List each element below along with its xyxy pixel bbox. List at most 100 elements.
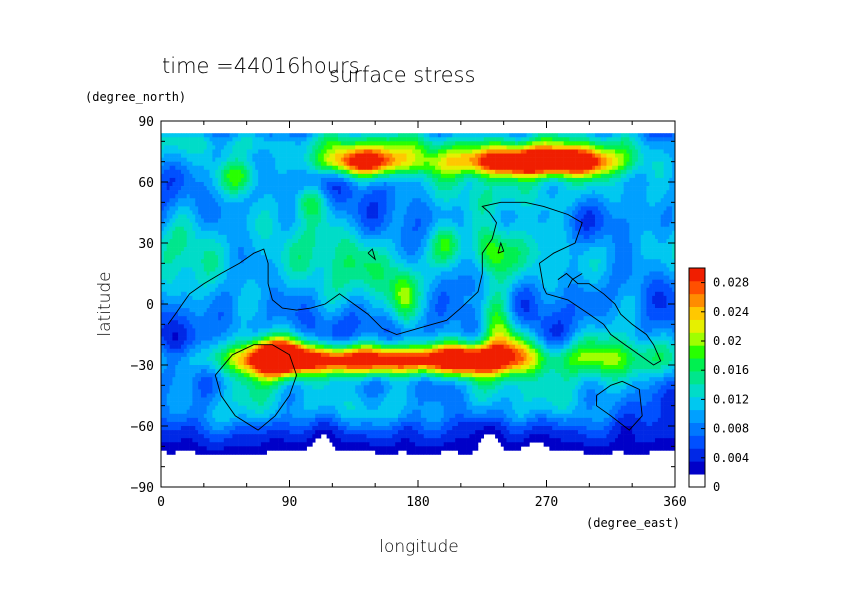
field-cell: [363, 230, 367, 236]
field-cell: [380, 186, 385, 191]
field-cell: [272, 234, 276, 240]
field-cell: [420, 182, 425, 187]
field-cell: [306, 161, 310, 167]
field-cell: [358, 186, 362, 191]
field-cell: [372, 202, 376, 207]
field-cell: [535, 186, 539, 191]
field-cell: [258, 194, 262, 199]
field-cell: [161, 234, 165, 240]
field-cell: [569, 133, 573, 138]
field-cell: [418, 133, 422, 138]
field-cell: [589, 182, 593, 187]
field-cell: [457, 133, 462, 138]
field-cell: [186, 173, 190, 179]
field-cell: [472, 218, 476, 223]
field-cell: [378, 149, 382, 154]
field-cell: [515, 145, 519, 150]
field-cell: [395, 169, 399, 175]
field-cell: [586, 133, 590, 138]
field-cell: [523, 153, 527, 158]
field-cell: [238, 238, 242, 244]
field-cell: [557, 169, 562, 175]
field-cell: [192, 198, 196, 203]
field-cell: [589, 165, 593, 171]
field-cell: [300, 186, 305, 191]
field-cell: [169, 165, 173, 171]
field-cell: [258, 161, 262, 167]
field-cell: [446, 198, 450, 203]
field-cell: [612, 165, 616, 171]
field-cell: [269, 169, 273, 175]
field-cell: [215, 165, 219, 171]
field-cell: [386, 149, 390, 154]
field-cell: [443, 222, 447, 228]
field-cell: [475, 153, 479, 158]
field-cell: [326, 194, 330, 199]
field-cell: [255, 222, 259, 228]
field-cell: [358, 214, 362, 219]
field-cell: [437, 238, 442, 244]
field-cell: [255, 238, 259, 244]
field-cell: [352, 157, 356, 162]
field-cell: [169, 182, 173, 187]
field-cell: [203, 145, 207, 150]
field-cell: [420, 177, 425, 183]
field-cell: [475, 169, 479, 175]
field-cell: [457, 194, 462, 199]
field-cell: [366, 153, 370, 158]
field-cell: [432, 234, 436, 240]
field-cell: [372, 186, 376, 191]
field-cell: [275, 226, 279, 232]
field-cell: [569, 169, 573, 175]
field-cell: [669, 226, 673, 232]
field-cell: [289, 161, 293, 167]
field-cell: [543, 141, 547, 146]
field-cell: [483, 202, 487, 207]
field-cell: [663, 173, 667, 179]
field-cell: [557, 202, 562, 207]
field-cell: [358, 198, 362, 203]
field-cell: [623, 169, 627, 175]
field-cell: [457, 238, 462, 244]
field-cell: [437, 137, 442, 142]
field-cell: [435, 218, 439, 223]
field-cell: [195, 161, 199, 167]
field-cell: [492, 141, 496, 146]
field-cell: [457, 230, 462, 236]
field-cell: [175, 226, 179, 232]
field-cell: [215, 186, 219, 191]
field-cell: [306, 230, 310, 236]
field-cell: [563, 133, 567, 138]
field-cell: [335, 226, 339, 232]
field-cell: [529, 210, 533, 215]
field-cell: [300, 194, 305, 199]
field-cell: [332, 194, 336, 199]
field-cell: [335, 169, 339, 175]
field-cell: [495, 153, 499, 158]
field-cell: [369, 202, 373, 207]
field-cell: [632, 169, 636, 175]
field-cell: [603, 157, 607, 162]
field-cell: [646, 173, 650, 179]
field-cell: [520, 157, 524, 162]
field-cell: [400, 210, 405, 215]
field-cell: [315, 234, 319, 240]
field-cell: [326, 206, 330, 211]
field-cell: [226, 218, 230, 223]
field-cell: [640, 210, 644, 215]
field-cell: [472, 198, 476, 203]
field-cell: [480, 173, 484, 179]
field-cell: [358, 137, 362, 142]
field-cell: [435, 161, 439, 167]
field-cell: [449, 222, 453, 228]
field-cell: [346, 230, 350, 236]
field-cell: [506, 149, 510, 154]
field-cell: [218, 202, 222, 207]
field-cell: [666, 234, 670, 240]
field-cell: [569, 137, 573, 142]
field-cell: [372, 182, 376, 187]
field-cell: [392, 153, 396, 158]
field-cell: [318, 198, 322, 203]
field-cell: [460, 214, 464, 219]
field-cell: [249, 194, 253, 199]
